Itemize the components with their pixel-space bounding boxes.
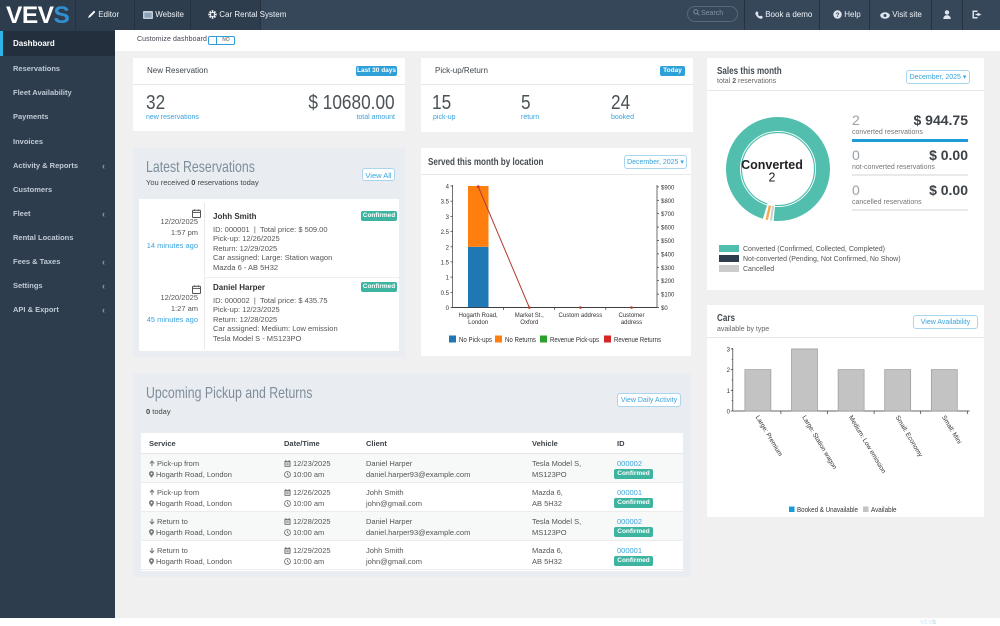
svg-text:Revenue Returns: Revenue Returns xyxy=(614,335,661,344)
svg-text:Oxford: Oxford xyxy=(520,320,538,326)
svg-text:Large: Station wagon: Large: Station wagon xyxy=(800,414,838,471)
svg-text:2: 2 xyxy=(769,171,776,185)
svg-text:address: address xyxy=(621,320,642,326)
svg-text:0: 0 xyxy=(727,410,731,416)
svg-text:2: 2 xyxy=(446,245,450,251)
svg-text:2: 2 xyxy=(727,368,731,374)
svg-text:$700: $700 xyxy=(661,212,675,218)
svg-text:No Pick-ups: No Pick-ups xyxy=(459,335,492,344)
svg-text:Custom address: Custom address xyxy=(559,313,603,319)
svg-text:$600: $600 xyxy=(661,226,675,232)
svg-text:1.5: 1.5 xyxy=(441,260,450,266)
svg-text:$400: $400 xyxy=(661,252,675,258)
svg-text:3: 3 xyxy=(727,347,731,353)
svg-text:$800: $800 xyxy=(661,199,675,205)
svg-text:$500: $500 xyxy=(661,239,675,245)
svg-text:Customer: Customer xyxy=(618,313,644,319)
svg-text:1: 1 xyxy=(727,389,731,395)
svg-text:Booked & Unavailable: Booked & Unavailable xyxy=(797,507,858,514)
svg-text:Converted: Converted xyxy=(741,158,803,172)
svg-text:$0: $0 xyxy=(661,306,668,312)
svg-text:London: London xyxy=(468,320,488,326)
svg-text:?: ? xyxy=(836,12,840,19)
svg-text:3.5: 3.5 xyxy=(441,200,450,206)
svg-text:$300: $300 xyxy=(661,266,675,272)
svg-text:$200: $200 xyxy=(661,279,675,285)
svg-text:Hogarth Road,: Hogarth Road, xyxy=(459,313,498,319)
svg-text:0.5: 0.5 xyxy=(441,291,450,297)
svg-text:1: 1 xyxy=(446,276,450,282)
svg-text:$900: $900 xyxy=(661,185,675,191)
svg-text:Large: Premium: Large: Premium xyxy=(754,414,784,457)
svg-text:Small: Mini: Small: Mini xyxy=(940,414,962,445)
svg-text:Market St.,: Market St., xyxy=(515,313,544,319)
svg-text:4: 4 xyxy=(446,185,450,191)
svg-text:$100: $100 xyxy=(661,293,675,299)
svg-text:0: 0 xyxy=(446,306,450,312)
svg-text:3: 3 xyxy=(446,215,450,221)
svg-text:Small: Economy: Small: Economy xyxy=(893,414,924,459)
svg-text:No Returns: No Returns xyxy=(505,335,536,344)
svg-text:Medium: Low emission: Medium: Low emission xyxy=(847,414,887,475)
svg-text:2.5: 2.5 xyxy=(441,230,450,236)
svg-text:Available: Available xyxy=(871,507,897,514)
svg-text:Revenue Pick-ups: Revenue Pick-ups xyxy=(550,335,599,344)
